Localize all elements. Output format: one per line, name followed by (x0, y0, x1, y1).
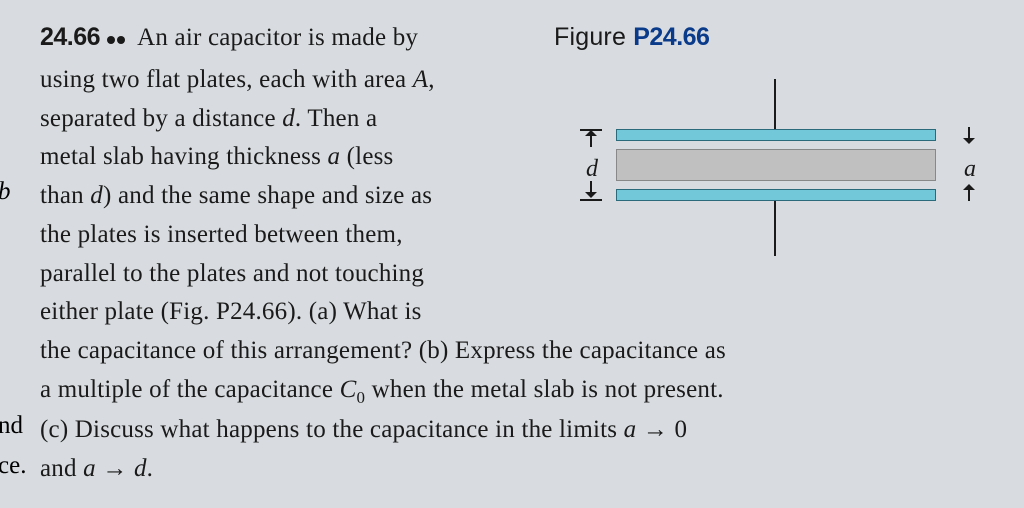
text-line10b: when the metal slab is not present. (372, 376, 724, 403)
text-line12-end: . (147, 455, 153, 482)
arrow1: → (643, 416, 668, 443)
wire-bottom (774, 201, 776, 256)
figure-number: P24.66 (633, 23, 709, 51)
text-line6: the plates is inserted between them, (40, 221, 403, 248)
var-a2: a (624, 416, 637, 443)
var-C: C (340, 376, 357, 403)
dimension-a: a (944, 125, 990, 205)
capacitor-diagram: d a (564, 75, 994, 255)
zero: 0 (674, 416, 687, 443)
problem-number: 24.66 (40, 23, 100, 51)
margin-fragment-b: b (0, 178, 11, 206)
text-line3b: . Then a (295, 105, 377, 132)
figure-caption: Figure P24.66 (554, 18, 1004, 57)
text-line8: either plate (Fig. P24.66). (a) What is (40, 298, 422, 325)
dimension-d: d (572, 125, 612, 205)
sub-0: 0 (356, 388, 365, 407)
text-line1: An air capacitor is made by (137, 24, 418, 51)
text-line11a: (c) Discuss what happens to the capacita… (40, 416, 617, 443)
text-line4b: (less (347, 143, 394, 170)
figure-container: Figure P24.66 d a (554, 18, 1004, 255)
text-line2: using two flat plates, each with area (40, 66, 406, 93)
var-a1: a (328, 143, 341, 170)
figure-prefix: Figure (554, 23, 626, 51)
var-d2: d (90, 182, 103, 209)
var-A: A (413, 66, 428, 93)
text-line7: parallel to the plates and not touching (40, 260, 424, 287)
text-line10a: a multiple of the capacitance (40, 376, 333, 403)
margin-fragment-nd: nd (0, 412, 23, 440)
plate-bottom (616, 189, 936, 201)
margin-fragment-ce: ce. (0, 452, 26, 480)
arrow2: → (102, 455, 127, 482)
text-line9: the capacitance of this arrangement? (b)… (40, 337, 726, 364)
var-d1: d (282, 105, 295, 132)
var-d3: d (134, 455, 147, 482)
text-line2-end: , (428, 66, 434, 93)
problem-text: Figure P24.66 d a (0, 0, 1024, 499)
wire-top (774, 79, 776, 129)
text-line5a: than (40, 182, 84, 209)
metal-slab (616, 149, 936, 181)
plate-top (616, 129, 936, 141)
text-line4a: metal slab having thickness (40, 143, 321, 170)
text-line12a: and (40, 455, 77, 482)
label-d: d (586, 151, 598, 188)
difficulty-dots (106, 18, 126, 57)
text-line3a: separated by a distance (40, 105, 276, 132)
var-a3: a (83, 455, 96, 482)
text-line5b: ) and the same shape and size as (103, 182, 432, 209)
